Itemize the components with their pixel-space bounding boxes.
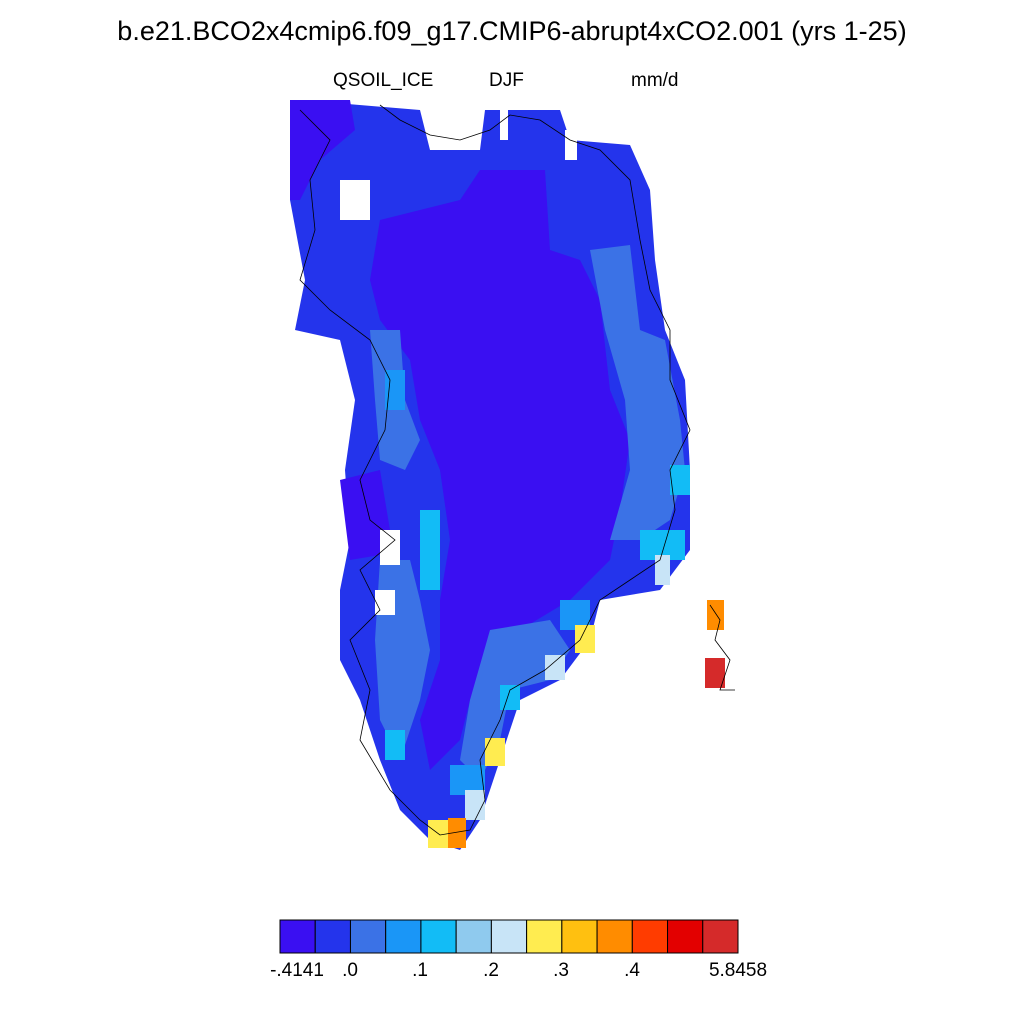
ice-field-west-lobe [340, 470, 390, 560]
colorbar-swatch [349, 919, 387, 954]
yellow-patch [428, 820, 448, 848]
yellow-patch [485, 738, 505, 766]
pale-patch [655, 555, 670, 585]
colorbar-swatch [279, 919, 316, 954]
ice-field-northwest [290, 100, 355, 200]
yellow-patch [575, 625, 595, 653]
plot-title: b.e21.BCO2x4cmip6.f09_g17.CMIP6-abrupt4x… [117, 16, 907, 46]
colorbar-swatch [667, 919, 704, 954]
no-data-gap [500, 110, 508, 140]
pale-patch [545, 655, 565, 680]
colorbar-swatch [490, 919, 528, 954]
colorbar-swatch [420, 919, 457, 954]
island-coastline [709, 604, 735, 691]
colorbar-swatch [455, 919, 492, 954]
no-data-gap [375, 590, 395, 615]
cyan-patch [420, 510, 440, 590]
pale-patch [465, 790, 485, 820]
colorbar-swatch [702, 919, 739, 954]
coastline [299, 104, 691, 836]
colorbar-swatch [526, 919, 563, 954]
cyan-patch [670, 465, 690, 495]
east-margin-band [590, 245, 685, 540]
orange-patch [448, 818, 466, 848]
colorbar-swatch [596, 919, 633, 954]
ice-field-interior [370, 170, 630, 770]
colorbar-swatch [631, 919, 669, 954]
no-data-gap [340, 180, 370, 220]
no-data-gap [565, 130, 577, 160]
colorbar-swatch [385, 919, 422, 954]
colorbar-swatch [314, 919, 351, 954]
variable-label: QSOIL_ICE [333, 70, 434, 91]
red-patch [705, 658, 725, 688]
colorbar-swatch [561, 919, 598, 954]
season-label: DJF [489, 70, 524, 91]
cyan-patch [385, 730, 405, 760]
units-label: mm/d [631, 70, 679, 91]
no-data-gap [380, 530, 400, 565]
